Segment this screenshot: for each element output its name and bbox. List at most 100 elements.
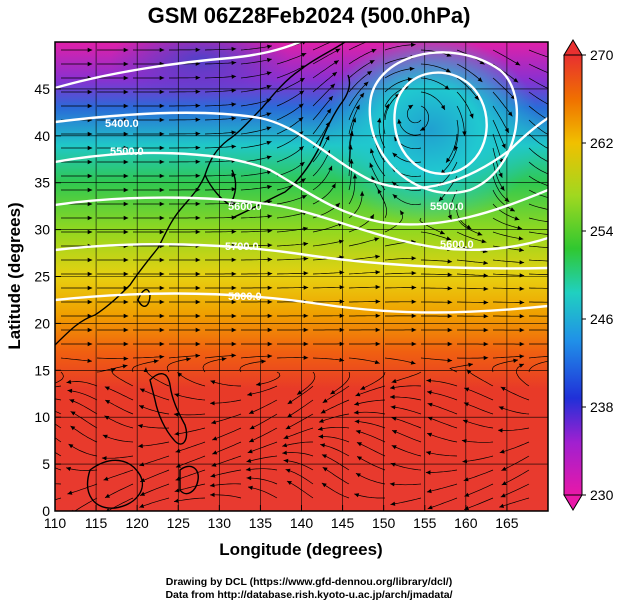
streamline — [248, 399, 278, 414]
streamline-arrow — [285, 425, 291, 430]
streamline-arrow — [87, 341, 93, 347]
streamline-arrow — [123, 61, 129, 67]
streamline — [426, 483, 458, 493]
streamline-arrow — [267, 299, 273, 305]
streamline — [528, 360, 548, 373]
streamline — [492, 231, 524, 240]
streamline-arrow — [266, 155, 272, 160]
streamline-arrow — [554, 57, 559, 61]
streamline-arrow — [411, 271, 417, 276]
streamline-arrow — [211, 462, 217, 467]
streamline — [132, 356, 165, 359]
streamline — [246, 477, 278, 485]
streamline — [286, 399, 314, 418]
streamline-arrow — [501, 466, 507, 471]
streamline-arrow — [286, 481, 292, 485]
streamline-arrow — [195, 353, 201, 358]
streamline-arrow — [140, 491, 145, 496]
streamline-arrow — [411, 341, 417, 347]
streamline-arrow — [392, 430, 397, 435]
coastline — [231, 74, 351, 219]
streamline-arrow — [123, 159, 129, 165]
streamline-arrow — [123, 285, 129, 291]
streamline — [204, 117, 237, 121]
streamline-arrow — [282, 450, 287, 455]
streamline-arrow — [173, 412, 179, 417]
streamline — [276, 258, 309, 261]
y-axis-ticks: 0 5 10 15 20 25 30 35 40 45 — [34, 81, 61, 519]
streamline — [312, 271, 345, 275]
streamline — [240, 126, 272, 135]
streamline-arrow — [70, 425, 76, 431]
streamline-arrow — [298, 131, 304, 136]
streamline-arrow — [195, 229, 201, 235]
streamline-arrow — [87, 145, 93, 151]
streamline — [204, 174, 237, 177]
streamline-arrow — [122, 364, 128, 369]
streamline-arrow — [447, 358, 453, 363]
streamline-arrow — [174, 498, 179, 503]
streamline-arrow — [105, 400, 111, 405]
streamline — [449, 363, 474, 373]
streamline-arrow — [519, 363, 524, 368]
streamline-arrow — [420, 126, 426, 131]
streamline-arrow — [31, 477, 36, 481]
streamline — [277, 287, 309, 289]
streamline-arrow — [411, 299, 417, 304]
streamline — [285, 469, 314, 485]
streamline-arrow — [159, 47, 165, 53]
streamline — [209, 399, 242, 404]
streamline — [240, 71, 272, 79]
streamline-arrow — [556, 300, 561, 304]
streamline-arrow — [195, 341, 201, 347]
streamline-arrow — [231, 229, 237, 234]
streamline-arrow — [550, 161, 555, 165]
streamline-arrow — [159, 354, 165, 359]
x-tick-label: 160 — [454, 515, 478, 531]
colorbar-tick-label: 270 — [590, 47, 614, 63]
streamline — [427, 497, 458, 510]
streamline — [240, 185, 272, 191]
streamline-arrow — [104, 415, 110, 420]
streamline-arrow — [66, 466, 71, 471]
streamline — [240, 45, 272, 51]
streamline-arrow — [231, 257, 237, 262]
x-tick-label: 150 — [372, 515, 396, 531]
streamline-arrow — [231, 187, 237, 192]
streamline-arrow — [359, 92, 365, 98]
streamline-arrow — [463, 402, 469, 407]
streamline — [106, 497, 134, 511]
streamline-arrow — [123, 187, 129, 193]
streamline — [330, 371, 351, 395]
streamline — [240, 141, 272, 149]
streamline — [317, 426, 350, 430]
colorbar-gradient — [563, 54, 583, 496]
streamline-arrow — [159, 327, 165, 333]
streamline — [174, 393, 206, 401]
streamline — [68, 443, 98, 457]
streamline — [462, 419, 494, 429]
streamline — [249, 413, 278, 430]
streamline-arrow — [159, 257, 165, 263]
streamline — [463, 469, 494, 481]
streamline — [516, 363, 530, 387]
streamline-arrow — [411, 285, 417, 290]
streamline — [528, 91, 548, 105]
streamline — [103, 469, 134, 481]
colorbar-tick-label: 262 — [590, 135, 614, 151]
streamline-arrow — [87, 201, 93, 207]
streamline — [312, 95, 334, 121]
streamline-arrow — [87, 187, 93, 193]
streamline — [66, 467, 98, 471]
streamline-arrow — [551, 173, 556, 177]
streamline-arrow — [246, 458, 252, 463]
streamline-arrow — [333, 60, 339, 65]
streamline-arrow — [355, 104, 360, 110]
streamline — [282, 441, 313, 447]
streamline-arrow — [66, 379, 72, 384]
streamline — [492, 119, 506, 149]
x-tick-label: 110 — [44, 515, 67, 531]
streamline — [322, 466, 350, 485]
streamline — [492, 287, 525, 290]
streamline-arrow — [549, 148, 554, 152]
